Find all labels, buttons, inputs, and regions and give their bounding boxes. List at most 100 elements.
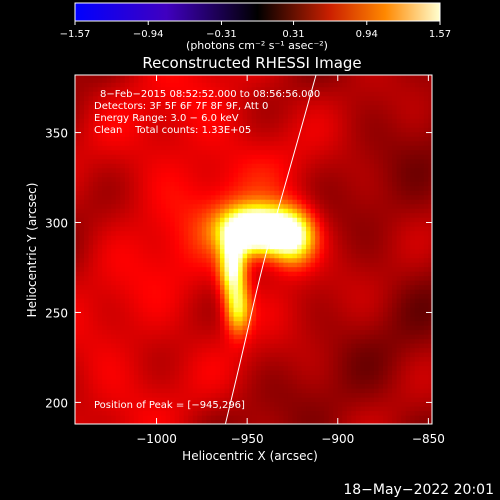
heatmap-cell xyxy=(84,352,89,357)
heatmap-cell xyxy=(166,384,171,389)
heatmap-cell xyxy=(320,253,325,258)
heatmap-cell xyxy=(215,343,220,348)
heatmap-cell xyxy=(333,303,338,308)
heatmap-cell xyxy=(351,145,356,150)
heatmap-cell xyxy=(166,366,171,371)
heatmap-cell xyxy=(93,276,98,281)
heatmap-cell xyxy=(342,397,347,402)
heatmap-cell xyxy=(211,267,216,272)
heatmap-cell xyxy=(138,172,143,177)
heatmap-cell xyxy=(279,294,284,299)
heatmap-cell xyxy=(125,352,130,357)
heatmap-cell xyxy=(206,222,211,227)
heatmap-cell xyxy=(89,195,94,200)
heatmap-cell xyxy=(342,244,347,249)
heatmap-cell xyxy=(134,303,139,308)
heatmap-cell xyxy=(80,96,85,101)
heatmap-cell xyxy=(98,244,103,249)
heatmap-cell xyxy=(179,312,184,317)
heatmap-cell xyxy=(75,73,80,78)
heatmap-cell xyxy=(342,357,347,362)
heatmap-cell xyxy=(333,370,338,375)
heatmap-cell xyxy=(84,231,89,236)
heatmap-cell xyxy=(93,352,98,357)
heatmap-cell xyxy=(274,402,279,407)
heatmap-cell xyxy=(234,280,239,285)
heatmap-cell xyxy=(152,379,157,384)
heatmap-cell xyxy=(324,307,329,312)
heatmap-cell xyxy=(143,393,148,398)
heatmap-cell xyxy=(75,141,80,146)
heatmap-cell xyxy=(179,213,184,218)
heatmap-cell xyxy=(279,343,284,348)
heatmap-cell xyxy=(152,325,157,330)
heatmap-cell xyxy=(75,82,80,87)
heatmap-cell xyxy=(324,96,329,101)
heatmap-cell xyxy=(356,168,361,173)
heatmap-cell xyxy=(75,388,80,393)
heatmap-cell xyxy=(89,226,94,231)
heatmap-cell xyxy=(234,163,239,168)
heatmap-cell xyxy=(288,177,293,182)
heatmap-cell xyxy=(84,289,89,294)
heatmap-cell xyxy=(270,307,275,312)
heatmap-cell xyxy=(265,190,270,195)
heatmap-cell xyxy=(351,267,356,272)
heatmap-cell xyxy=(288,141,293,146)
heatmap-cell xyxy=(306,235,311,240)
heatmap-cell xyxy=(338,352,343,357)
heatmap-cell xyxy=(360,334,365,339)
heatmap-cell xyxy=(324,226,329,231)
heatmap-cell xyxy=(152,321,157,326)
heatmap-cell xyxy=(329,136,334,141)
heatmap-cell xyxy=(229,343,234,348)
heatmap-cell xyxy=(170,280,175,285)
heatmap-cell xyxy=(89,240,94,245)
heatmap-cell xyxy=(225,393,230,398)
heatmap-cell xyxy=(152,145,157,150)
heatmap-cell xyxy=(320,258,325,263)
heatmap-cell xyxy=(329,406,334,411)
heatmap-cell xyxy=(188,325,193,330)
heatmap-cell xyxy=(138,276,143,281)
heatmap-cell xyxy=(342,141,347,146)
heatmap-cell xyxy=(256,222,261,227)
heatmap-cell xyxy=(333,141,338,146)
heatmap-cell xyxy=(320,397,325,402)
heatmap-cell xyxy=(98,199,103,204)
heatmap-cell xyxy=(107,249,112,254)
heatmap-cell xyxy=(184,217,189,222)
heatmap-cell xyxy=(116,375,121,380)
heatmap-cell xyxy=(157,330,162,335)
heatmap-cell xyxy=(274,181,279,186)
heatmap-cell xyxy=(356,208,361,213)
heatmap-cell xyxy=(107,258,112,263)
heatmap-cell xyxy=(89,100,94,105)
heatmap-cell xyxy=(265,348,270,353)
heatmap-cell xyxy=(229,375,234,380)
heatmap-cell xyxy=(243,226,248,231)
heatmap-cell xyxy=(274,330,279,335)
heatmap-cell xyxy=(206,226,211,231)
heatmap-cell xyxy=(120,411,125,416)
heatmap-cell xyxy=(197,141,202,146)
heatmap-cell xyxy=(252,226,257,231)
heatmap-cell xyxy=(261,181,266,186)
heatmap-cell xyxy=(283,114,288,119)
heatmap-cell xyxy=(288,249,293,254)
heatmap-cell xyxy=(356,312,361,317)
heatmap-cell xyxy=(111,73,116,78)
heatmap-cell xyxy=(329,348,334,353)
heatmap-cell xyxy=(356,343,361,348)
heatmap-cell xyxy=(166,204,171,209)
heatmap-cell xyxy=(225,177,230,182)
heatmap-cell xyxy=(297,73,302,78)
heatmap-cell xyxy=(265,366,270,371)
heatmap-cell xyxy=(89,181,94,186)
heatmap-cell xyxy=(351,348,356,353)
heatmap-cell xyxy=(193,339,198,344)
heatmap-cell xyxy=(311,150,316,155)
heatmap-cell xyxy=(279,208,284,213)
heatmap-cell xyxy=(80,406,85,411)
heatmap-cell xyxy=(157,343,162,348)
